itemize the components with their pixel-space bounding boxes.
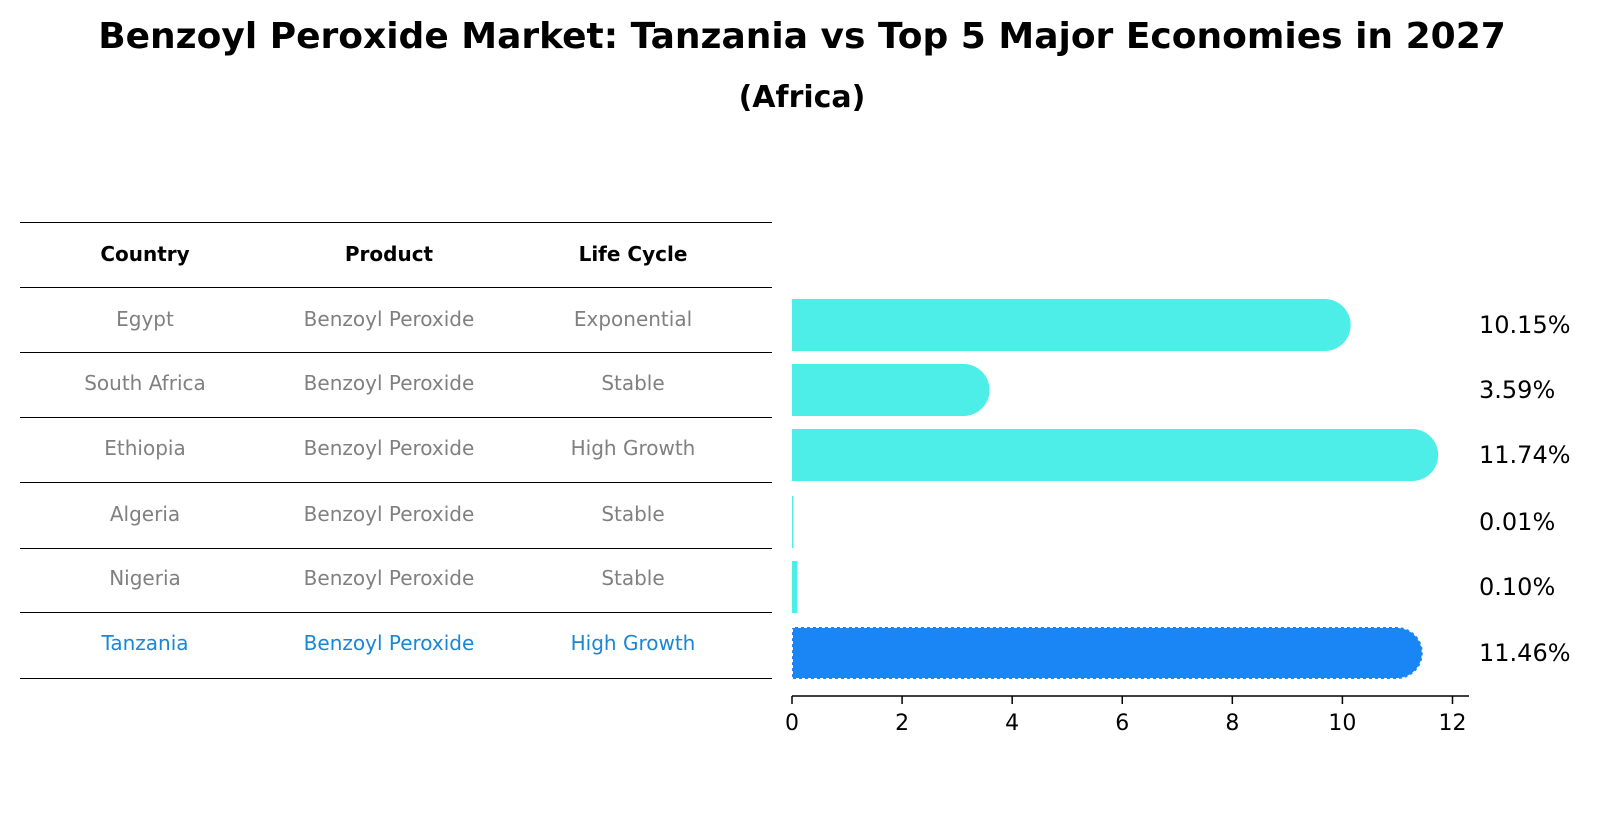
cell-life-cycle: Stable	[601, 371, 665, 395]
cell-life-cycle: Exponential	[573, 307, 693, 331]
table-rule	[20, 612, 772, 613]
cell-country: Algeria	[109, 502, 181, 526]
value-label: 11.46%	[1479, 639, 1571, 667]
cell-life-cycle: Stable	[601, 502, 665, 526]
bar	[792, 496, 794, 548]
cell-country: Ethiopia	[104, 436, 186, 460]
cell-life-cycle: Stable	[601, 566, 665, 590]
cell-life-cycle-highlight: High Growth	[570, 631, 696, 655]
bar	[792, 561, 798, 613]
table-rule	[20, 548, 772, 549]
table-rule	[20, 417, 772, 418]
table-rule	[20, 352, 772, 353]
x-tick-label: 12	[1438, 711, 1466, 736]
bar	[792, 299, 1351, 351]
header-country: Country	[100, 242, 190, 266]
cell-country-highlight: Tanzania	[101, 631, 189, 655]
x-tick-label: 2	[895, 711, 909, 736]
chart-title: Benzoyl Peroxide Market: Tanzania vs Top…	[98, 16, 1506, 57]
x-tick-label: 0	[785, 711, 799, 736]
value-label: 0.01%	[1479, 508, 1555, 536]
header-life-cycle: Life Cycle	[578, 242, 688, 266]
value-label: 3.59%	[1479, 376, 1555, 404]
table-rule	[20, 287, 772, 288]
table-rule	[20, 482, 772, 483]
cell-life-cycle: High Growth	[570, 436, 696, 460]
cell-country: Egypt	[116, 307, 174, 331]
cell-product: Benzoyl Peroxide	[303, 436, 475, 460]
bar	[792, 429, 1439, 481]
x-tick-label: 6	[1115, 711, 1129, 736]
cell-product: Benzoyl Peroxide	[303, 502, 475, 526]
cell-product-highlight: Benzoyl Peroxide	[303, 631, 475, 655]
chart-subtitle: (Africa)	[738, 80, 866, 115]
value-label: 0.10%	[1479, 573, 1555, 601]
bar	[792, 364, 990, 416]
x-tick-label: 10	[1328, 711, 1356, 736]
cell-country: Nigeria	[109, 566, 181, 590]
cell-country: South Africa	[84, 371, 206, 395]
cell-product: Benzoyl Peroxide	[303, 307, 475, 331]
table-rule	[20, 222, 772, 223]
table-rule	[20, 678, 772, 679]
header-product: Product	[344, 242, 434, 266]
value-label: 10.15%	[1479, 311, 1571, 339]
cell-product: Benzoyl Peroxide	[303, 371, 475, 395]
x-tick-label: 8	[1225, 711, 1239, 736]
cell-product: Benzoyl Peroxide	[303, 566, 475, 590]
bar-highlight	[791, 626, 1424, 680]
value-label: 11.74%	[1479, 441, 1571, 469]
x-tick-label: 4	[1005, 711, 1019, 736]
